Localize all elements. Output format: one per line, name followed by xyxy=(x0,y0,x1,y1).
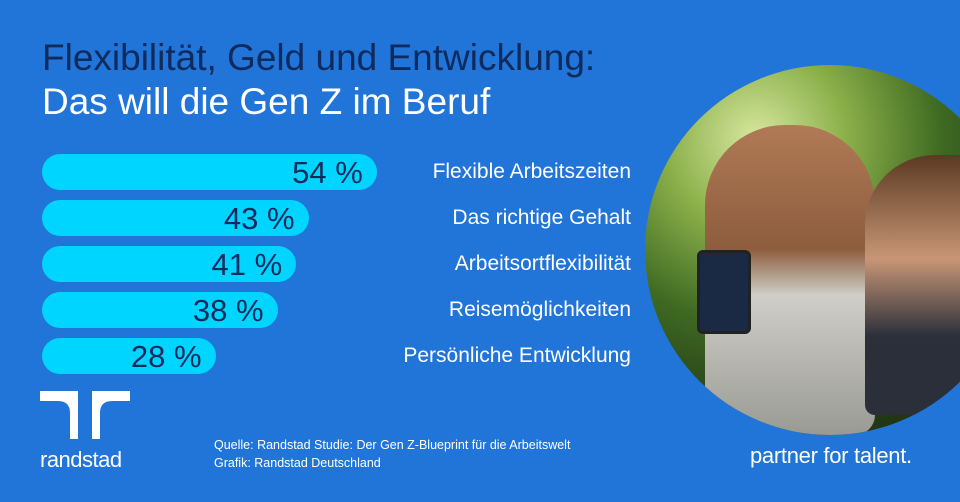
bar-value-label: 54 % xyxy=(292,155,363,190)
photo-gen-z-with-smartphone xyxy=(645,65,960,435)
bar-value-label: 43 % xyxy=(223,201,295,236)
bar xyxy=(42,338,216,374)
source-line: Quelle: Randstad Studie: Der Gen Z-Bluep… xyxy=(214,438,571,452)
bar-chart: 54 % Flexible Arbeitszeiten 43 % Das richti… xyxy=(42,154,631,374)
title-line-2: Das will die Gen Z im Beruf xyxy=(42,81,491,122)
bar xyxy=(42,292,278,328)
photo-person xyxy=(865,155,960,415)
bar-value-label: 41 % xyxy=(211,247,283,282)
page-title: Flexibilität, Geld und Entwicklung: Das … xyxy=(42,36,595,124)
smartphone xyxy=(697,250,751,334)
category-label: Arbeitsortflexibilität xyxy=(454,252,631,275)
title-line-1: Flexibilität, Geld und Entwicklung: xyxy=(42,37,596,78)
credit-line: Grafik: Randstad Deutschland xyxy=(214,456,381,470)
category-label: Persönliche Entwicklung xyxy=(403,344,631,367)
randstad-logo-icon xyxy=(40,391,130,439)
bar-value-label: 38 % xyxy=(192,293,264,328)
category-label: Flexible Arbeitszeiten xyxy=(432,160,631,183)
bar-value-label: 28 % xyxy=(130,339,202,374)
bar xyxy=(42,200,309,236)
category-label: Das richtige Gehalt xyxy=(452,206,631,229)
bar xyxy=(42,246,297,282)
bar xyxy=(42,154,377,190)
source-note: Quelle: Randstad Studie: Der Gen Z-Bluep… xyxy=(214,436,570,472)
tagline: partner for talent. xyxy=(750,443,912,468)
logo-text: randstad xyxy=(40,447,122,472)
category-label: Reisemöglichkeiten xyxy=(448,298,631,321)
